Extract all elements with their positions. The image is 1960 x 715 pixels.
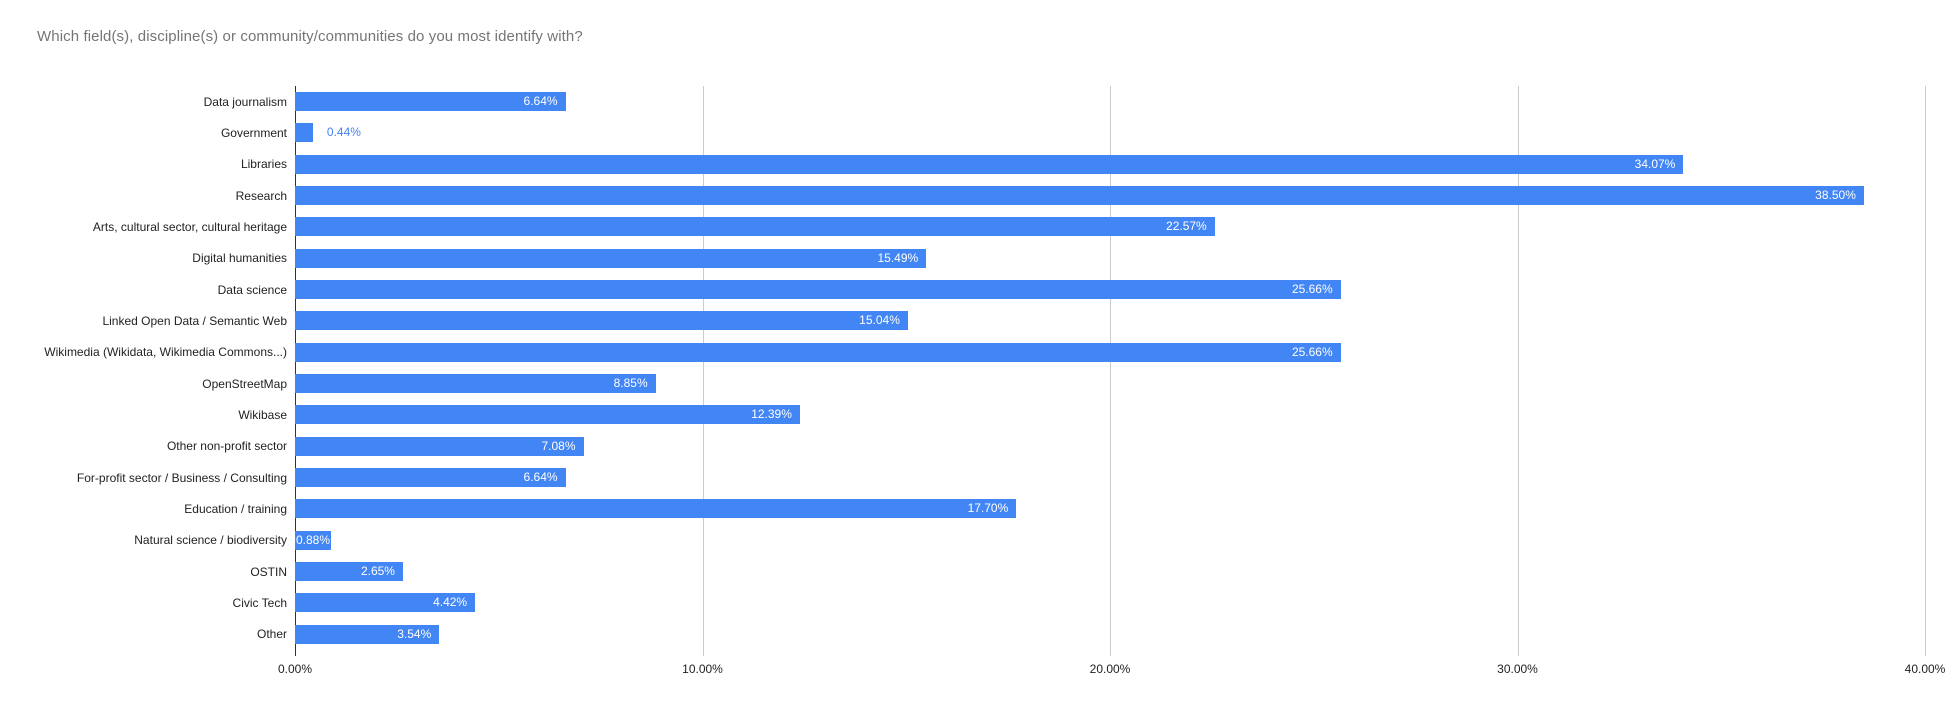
value-label: 0.88% <box>296 532 331 547</box>
gridline <box>1925 86 1926 656</box>
bar-row: Civic Tech 4.42% <box>0 587 1960 618</box>
bar[interactable]: 34.07% <box>295 154 1684 174</box>
gridline <box>1517 86 1519 656</box>
category-label: Civic Tech <box>232 595 287 610</box>
value-label: 8.85% <box>613 376 648 391</box>
category-label: Other non-profit sector <box>166 439 287 454</box>
category-label: Research <box>235 188 287 203</box>
bar[interactable]: 8.85% <box>295 374 656 394</box>
category-label: Linked Open Data / Semantic Web <box>102 313 287 328</box>
category-label: Natural science / biodiversity <box>134 533 287 548</box>
category-label: Education / training <box>184 501 287 516</box>
bar[interactable]: 22.57% <box>295 217 1215 237</box>
bar-row: For-profit sector / Business / Consultin… <box>0 462 1960 493</box>
category-label: OSTIN <box>250 564 287 579</box>
bar[interactable] <box>295 123 313 143</box>
bar[interactable]: 6.64% <box>295 92 566 112</box>
category-label: Libraries <box>240 157 287 172</box>
bar-row: Libraries 34.07% <box>0 149 1960 180</box>
category-label: Wikimedia (Wikidata, Wikimedia Commons..… <box>44 345 287 360</box>
bar-row: Linked Open Data / Semantic Web 15.04% <box>0 305 1960 336</box>
bar-row: Natural science / biodiversity 0.88% <box>0 525 1960 556</box>
gridline <box>702 86 704 656</box>
bar[interactable]: 3.54% <box>295 624 440 644</box>
category-label: For-profit sector / Business / Consultin… <box>76 470 287 485</box>
bar-row: Wikibase 12.39% <box>0 399 1960 430</box>
value-label: 4.42% <box>433 595 468 610</box>
x-tick-label: 10.00% <box>682 662 723 676</box>
x-tick-label: 20.00% <box>1089 662 1131 676</box>
value-label: 25.66% <box>1291 282 1333 297</box>
bar-row: Data journalism 6.64% <box>0 86 1960 117</box>
bar-row: Other non-profit sector 7.08% <box>0 431 1960 462</box>
value-label: 3.54% <box>397 626 432 641</box>
bar[interactable]: 6.64% <box>295 468 566 488</box>
category-label: Digital humanities <box>192 251 287 266</box>
bar[interactable]: 15.04% <box>295 311 908 331</box>
bar-row: Arts, cultural sector, cultural heritage… <box>0 211 1960 242</box>
value-label: 2.65% <box>360 564 395 579</box>
category-label: Data journalism <box>203 94 287 109</box>
gridline <box>1110 86 1111 656</box>
bar-row: Wikimedia (Wikidata, Wikimedia Commons..… <box>0 337 1960 368</box>
bar-row: Digital humanities 15.49% <box>0 243 1960 274</box>
value-label: 7.08% <box>541 438 576 453</box>
bar-row: OSTIN 2.65% <box>0 556 1960 587</box>
x-tick-label: 40.00% <box>1904 662 1946 676</box>
category-label: Data science <box>217 282 287 297</box>
x-tick-label: 0.00% <box>277 662 313 676</box>
category-label: Government <box>220 125 287 140</box>
category-label: Wikibase <box>238 407 287 422</box>
value-label: 12.39% <box>751 407 792 422</box>
value-label: 15.04% <box>859 313 900 328</box>
value-label: 0.44% <box>326 125 361 140</box>
value-label: 6.64% <box>523 470 558 485</box>
value-label: 22.57% <box>1166 219 1207 234</box>
value-label: 6.64% <box>523 94 558 109</box>
category-label: Other <box>256 627 287 642</box>
value-label: 15.49% <box>877 250 919 265</box>
category-label: Arts, cultural sector, cultural heritage <box>92 219 287 234</box>
bar[interactable]: 25.66% <box>295 342 1341 362</box>
bar-row: Other 3.54% <box>0 619 1960 650</box>
bar[interactable]: 15.49% <box>295 248 927 268</box>
bar[interactable]: 0.88% <box>295 530 331 550</box>
bar[interactable]: 17.70% <box>295 499 1017 519</box>
x-axis: 0.00% 10.00% 20.00% 30.00% 40.00% <box>0 662 1960 680</box>
value-label: 17.70% <box>967 501 1009 516</box>
y-axis-line <box>295 86 296 656</box>
plot-area: Data journalism 6.64% Government 0.44% Libra… <box>0 86 1960 656</box>
bar-row: Education / training 17.70% <box>0 493 1960 524</box>
bar-row: Research 38.50% <box>0 180 1960 211</box>
bar[interactable]: 38.50% <box>295 186 1864 206</box>
chart-title: Which field(s), discipline(s) or communi… <box>37 28 583 45</box>
bar[interactable]: 4.42% <box>295 593 476 613</box>
bar[interactable]: 25.66% <box>295 280 1341 300</box>
value-label: 34.07% <box>1634 156 1676 171</box>
bar[interactable]: 7.08% <box>295 436 584 456</box>
value-label: 38.50% <box>1815 188 1856 203</box>
bar[interactable]: 12.39% <box>295 405 800 425</box>
bar[interactable]: 2.65% <box>295 562 403 582</box>
bar-row: Government 0.44% <box>0 117 1960 148</box>
value-label: 25.66% <box>1291 344 1333 359</box>
bar-row: Data science 25.66% <box>0 274 1960 305</box>
category-label: OpenStreetMap <box>202 376 287 391</box>
x-tick-label: 30.00% <box>1497 662 1538 676</box>
bar-row: OpenStreetMap 8.85% <box>0 368 1960 399</box>
